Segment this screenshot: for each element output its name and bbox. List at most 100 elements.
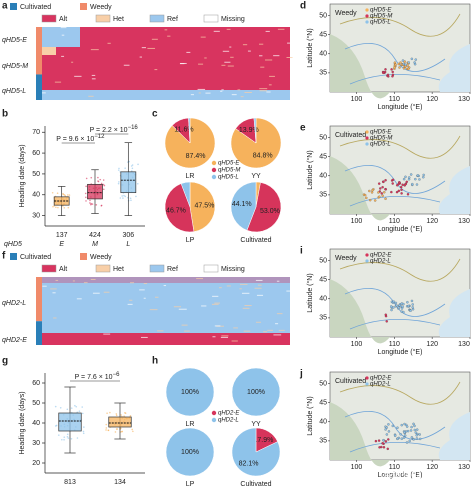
heatmap-noise — [265, 30, 270, 32]
heatmap-noise — [255, 279, 263, 281]
sample-dot — [391, 75, 394, 78]
jitter-point — [91, 203, 94, 205]
sample-dot — [409, 429, 413, 432]
heatmap-noise — [219, 287, 222, 289]
sample-dot — [414, 431, 418, 434]
pie-label: 11.6% — [174, 127, 193, 134]
pie-label: 100% — [247, 389, 265, 396]
sample-dot — [400, 192, 403, 195]
sample-dot — [411, 303, 414, 306]
heatmap-noise — [229, 46, 232, 48]
heatmap-noise — [254, 287, 262, 289]
heatmap-noise — [212, 295, 219, 297]
pie-slice — [231, 367, 281, 417]
map-river — [349, 319, 441, 330]
pie-name: LP — [186, 481, 195, 487]
legend-label: Weedy — [90, 254, 112, 261]
jitter-point — [131, 167, 134, 170]
heatmap-block — [42, 47, 56, 55]
heatmap-noise — [129, 299, 133, 301]
group-strip — [36, 277, 42, 322]
heatmap-noise — [230, 56, 234, 58]
sample-dot — [418, 433, 421, 436]
jitter-point — [120, 414, 122, 416]
heatmap-noise — [180, 62, 187, 64]
heatmap-noise — [141, 47, 146, 49]
sample-dot — [404, 182, 407, 186]
sample-dot — [408, 439, 411, 443]
sample-dot — [415, 428, 419, 431]
legend-label: qHD5-M — [370, 14, 392, 20]
pie-label: 87.4% — [186, 153, 206, 160]
heatmap-noise — [213, 30, 220, 32]
legend-label: qHD2-E — [218, 411, 240, 417]
jitter-point — [130, 165, 133, 167]
heatmap-noise — [143, 297, 146, 299]
map-river — [349, 442, 441, 453]
legend-swatch — [95, 14, 111, 23]
row-label: qHD5-E — [2, 37, 27, 44]
jitter-point — [102, 183, 105, 186]
jitter-point — [115, 414, 118, 417]
heatmap-noise — [242, 44, 248, 46]
jitter-point — [123, 415, 125, 417]
heatmap-noise — [277, 28, 285, 30]
heatmap-noise — [287, 42, 293, 44]
heatmap-noise — [257, 284, 262, 286]
legend-dot — [365, 14, 369, 18]
sample-dot — [396, 437, 399, 441]
legend-label: Ref — [167, 16, 178, 23]
heatmap-noise — [90, 278, 96, 280]
heatmap-noise — [151, 38, 158, 40]
jitter-point — [85, 177, 88, 180]
pie-slice — [188, 117, 191, 144]
sample-dot — [398, 66, 401, 69]
heatmap-block — [42, 277, 290, 283]
legend-dot — [211, 417, 217, 423]
sample-dot — [395, 190, 399, 194]
heatmap-background — [42, 27, 290, 100]
jitter-point — [135, 195, 137, 198]
jitter-point — [63, 436, 66, 438]
legend-label: Cultivated — [20, 4, 51, 11]
heatmap-noise — [268, 84, 272, 86]
sample-dot — [407, 178, 411, 181]
sample-dot — [377, 191, 380, 194]
panel-letter: j — [299, 369, 303, 380]
jitter-point — [124, 411, 126, 414]
heatmap-noise — [237, 89, 241, 91]
count-label: 424 — [89, 232, 101, 239]
pie-name: Cultivated — [240, 237, 271, 244]
sample-dot — [414, 58, 417, 61]
y-tick-label: 35 — [319, 192, 327, 199]
jitter-point — [84, 192, 87, 195]
heatmap-noise — [269, 75, 275, 77]
sample-dot — [385, 320, 388, 323]
box — [58, 412, 82, 432]
sample-dot — [382, 446, 386, 449]
heatmap-noise — [244, 91, 252, 93]
heatmap-noise — [103, 333, 111, 335]
sample-dot — [380, 445, 383, 449]
legend-label: Het — [113, 16, 124, 23]
panel-letter: c — [152, 109, 158, 120]
heatmap-noise — [214, 302, 220, 304]
heatmap-noise — [263, 331, 268, 333]
panel-letter: d — [300, 1, 306, 12]
jitter-point — [130, 199, 132, 202]
pie-slice — [253, 117, 257, 144]
jitter-point — [132, 430, 134, 433]
jitter-point — [89, 202, 91, 204]
sample-dot — [399, 61, 402, 64]
sample-dot — [405, 180, 408, 183]
jitter-point — [102, 188, 105, 191]
sample-dot — [392, 306, 395, 309]
legend-label: qHD5-E — [370, 130, 392, 136]
sample-dot — [406, 193, 410, 196]
jitter-point — [99, 178, 102, 181]
jitter-point — [83, 426, 85, 428]
jitter-point — [118, 181, 120, 183]
sample-dot — [393, 61, 397, 64]
legend-label: qHD2-E — [370, 376, 392, 382]
jitter-point — [85, 185, 87, 188]
